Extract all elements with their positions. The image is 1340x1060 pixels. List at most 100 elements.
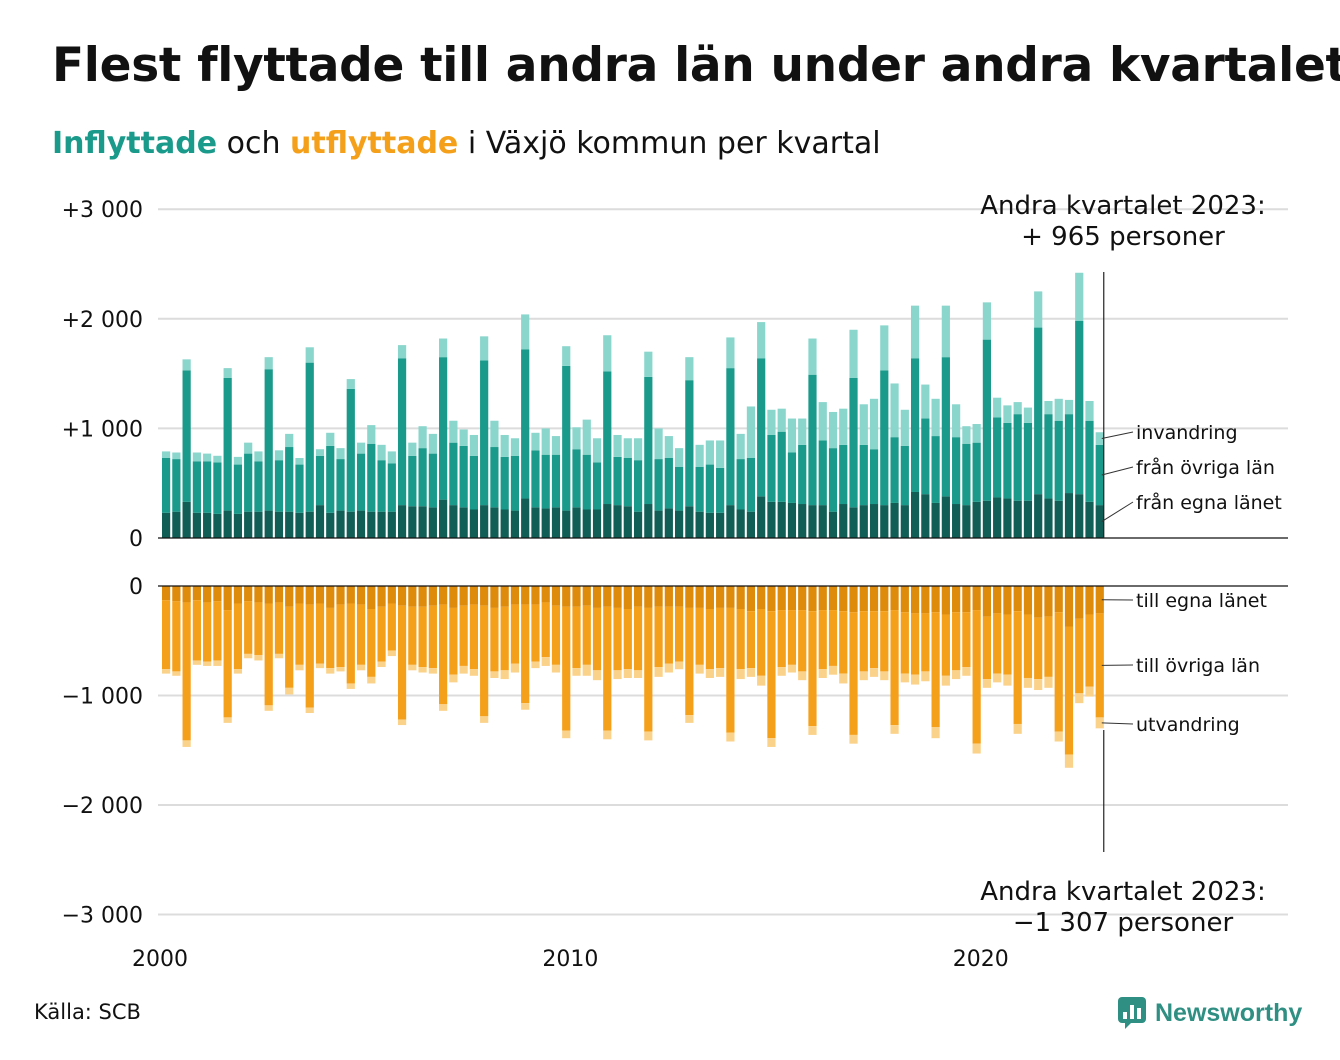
bar-in-2 <box>500 434 509 457</box>
bar-out-0 <box>900 586 909 613</box>
top-y-tick-label: +2 000 <box>62 308 143 333</box>
bar-out-2 <box>346 683 355 689</box>
bar-in-1 <box>921 418 930 495</box>
bar-in-1 <box>459 445 468 508</box>
bar-out-1 <box>1003 614 1012 675</box>
bottom-y-tick-label: −2 000 <box>62 794 143 819</box>
bar-in-0 <box>439 499 448 538</box>
bar-in-0 <box>572 507 581 538</box>
bar-out-2 <box>274 653 284 659</box>
bar-out-0 <box>428 586 437 606</box>
bar-in-1 <box>705 464 714 513</box>
bar-out-1 <box>869 611 879 669</box>
bar-in-0 <box>397 505 407 538</box>
bar-in-1 <box>849 377 858 508</box>
bar-out-0 <box>705 586 714 609</box>
bar-in-2 <box>736 433 745 460</box>
bar-in-1 <box>582 454 591 510</box>
bar-in-2 <box>480 336 489 361</box>
bar-in-1 <box>1034 327 1043 495</box>
bar-in-2 <box>644 351 653 377</box>
bar-in-0 <box>541 508 550 538</box>
bar-out-2 <box>285 687 294 695</box>
bar-out-0 <box>1095 586 1104 614</box>
bar-out-1 <box>767 611 776 739</box>
bar-out-2 <box>1075 693 1084 704</box>
bar-out-0 <box>377 586 386 607</box>
bar-out-1 <box>818 610 827 670</box>
bar-in-0 <box>880 505 889 538</box>
bar-out-0 <box>439 586 448 605</box>
bar-out-0 <box>510 586 520 605</box>
bar-out-2 <box>664 663 673 673</box>
bar-out-2 <box>1013 723 1022 734</box>
bar-out-1 <box>346 603 355 684</box>
bar-in-2 <box>469 434 478 456</box>
bar-in-0 <box>736 509 745 538</box>
bar-out-0 <box>664 586 673 607</box>
bar-in-2 <box>254 451 263 462</box>
legend-label-bottom-2: utvandring <box>1136 714 1240 736</box>
bar-out-1 <box>264 603 273 706</box>
bar-in-0 <box>192 512 201 538</box>
bar-in-2 <box>182 359 191 371</box>
bar-in-2 <box>787 418 797 453</box>
bar-in-0 <box>531 507 540 538</box>
bar-out-2 <box>295 664 304 671</box>
bar-in-0 <box>162 512 171 538</box>
bar-in-0 <box>326 512 335 538</box>
bar-in-1 <box>418 448 427 507</box>
bar-out-0 <box>336 586 345 605</box>
bar-in-0 <box>244 511 253 538</box>
bar-out-1 <box>798 610 807 672</box>
bar-in-2 <box>1013 402 1022 415</box>
bar-in-2 <box>336 448 345 460</box>
bar-in-0 <box>203 512 212 538</box>
bar-in-2 <box>387 451 396 464</box>
bar-out-1 <box>223 610 232 718</box>
bar-out-2 <box>336 667 345 672</box>
bar-out-2 <box>993 673 1002 683</box>
bar-in-2 <box>172 452 181 460</box>
bar-in-2 <box>592 438 602 463</box>
bar-in-0 <box>254 511 263 538</box>
bar-in-1 <box>367 443 376 512</box>
bar-in-0 <box>336 510 345 538</box>
bar-in-1 <box>192 461 201 513</box>
bar-out-1 <box>1034 617 1043 680</box>
bar-out-2 <box>418 667 427 673</box>
bar-out-2 <box>910 674 920 685</box>
bar-in-1 <box>654 459 663 511</box>
subtitle-rest: i Växjö kommun per kvartal <box>467 126 881 161</box>
bar-in-2 <box>315 449 325 456</box>
bar-out-1 <box>952 612 961 671</box>
newsworthy-logo: Newsworthy <box>1117 996 1302 1030</box>
bar-in-0 <box>233 513 243 538</box>
bar-in-1 <box>531 450 540 508</box>
bar-out-0 <box>746 586 756 612</box>
bar-out-2 <box>449 674 458 683</box>
bar-in-1 <box>1044 414 1053 499</box>
bar-in-1 <box>1064 414 1074 494</box>
bar-in-2 <box>705 440 714 465</box>
bar-out-0 <box>1054 586 1063 613</box>
bar-out-2 <box>531 661 540 669</box>
bar-in-2 <box>459 429 468 446</box>
bar-out-1 <box>244 601 253 654</box>
bar-out-1 <box>808 611 817 727</box>
bar-out-0 <box>654 586 663 607</box>
bar-in-0 <box>295 512 304 538</box>
bottom-annotation-line1: Andra kvartalet 2023: <box>980 877 1265 907</box>
bar-out-2 <box>254 654 263 661</box>
bar-in-1 <box>931 436 940 503</box>
bar-out-0 <box>972 586 981 611</box>
bar-out-1 <box>213 601 222 661</box>
bar-in-1 <box>356 453 366 511</box>
bar-in-0 <box>500 509 509 538</box>
bar-out-2 <box>1095 717 1104 729</box>
bar-out-1 <box>664 606 673 664</box>
bar-out-2 <box>244 653 253 659</box>
bar-out-1 <box>1023 614 1033 678</box>
bar-out-0 <box>223 586 232 611</box>
bar-in-0 <box>1064 493 1074 538</box>
